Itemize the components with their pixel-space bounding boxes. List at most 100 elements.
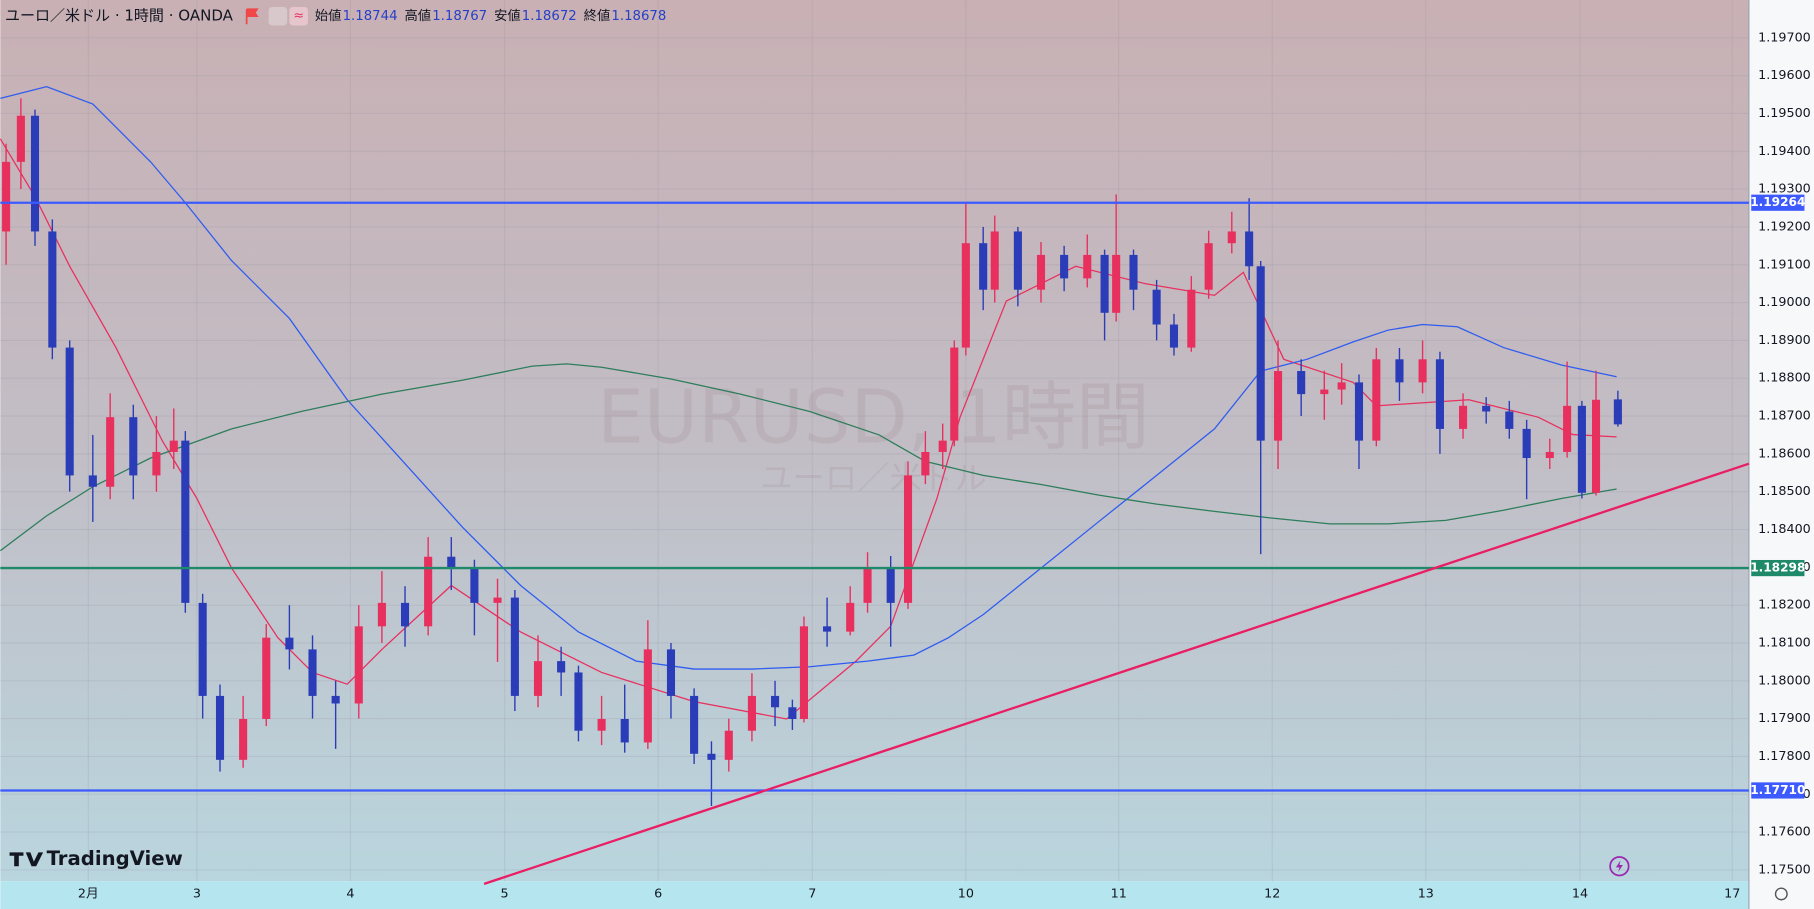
candle-body xyxy=(400,602,410,627)
candle-body xyxy=(643,649,652,743)
price-axis xyxy=(1748,0,1814,909)
ohlc-value: 1.18767 xyxy=(432,9,487,24)
candle-body xyxy=(331,695,340,704)
candle-body xyxy=(1169,324,1179,348)
candle-body xyxy=(198,602,207,696)
candle-body xyxy=(510,597,519,696)
candle-body xyxy=(1337,382,1346,390)
candle-body xyxy=(1577,405,1586,493)
logo-text: TradingView xyxy=(47,847,183,870)
candle-body xyxy=(106,417,115,487)
candle-body xyxy=(1297,371,1306,395)
candle-body xyxy=(1273,371,1283,441)
x-tick-label: 12 xyxy=(1264,885,1280,900)
candle-body xyxy=(1112,254,1121,313)
compare-icon[interactable] xyxy=(289,6,308,26)
candle-body xyxy=(724,730,733,760)
y-tick-label: 1.18400 xyxy=(1758,521,1811,536)
ohlc-label: 高値 xyxy=(404,7,431,24)
compare-glyph: ≈ xyxy=(293,8,304,23)
candle-body xyxy=(620,718,629,743)
ohlc-value: 1.18672 xyxy=(522,9,577,24)
flag-icon[interactable] xyxy=(245,8,259,25)
settings-icon[interactable] xyxy=(1774,887,1788,901)
candle-body xyxy=(788,707,797,719)
candle-body xyxy=(2,161,11,232)
y-tick-label: 1.19400 xyxy=(1758,143,1811,158)
trend-line xyxy=(483,462,1750,885)
ohlc-label: 終値 xyxy=(584,8,611,24)
candle-body xyxy=(747,695,756,731)
candle-body xyxy=(48,231,57,348)
candle-body xyxy=(215,695,225,760)
candle-body xyxy=(65,347,74,476)
candle-body xyxy=(863,568,872,603)
candle-body xyxy=(1613,399,1622,425)
candle-body xyxy=(1435,359,1444,429)
candle-body xyxy=(1129,254,1138,290)
candle-body xyxy=(1256,266,1265,441)
candle-body xyxy=(30,115,40,232)
y-tick-label: 1.18100 xyxy=(1758,634,1811,649)
x-tick-label: 2月 xyxy=(78,885,99,900)
level-label: 1.17710 xyxy=(1750,783,1805,797)
symbol-title[interactable]: ユーロ／米ドル · 1時間 · OANDA xyxy=(5,7,234,25)
candle-body xyxy=(950,347,959,441)
y-tick-label: 1.17600 xyxy=(1758,824,1811,839)
candle-body xyxy=(921,451,930,476)
overlay-layer: 1.175001.176001.177001.178001.179001.180… xyxy=(0,29,1811,900)
candle-body xyxy=(1187,289,1196,348)
candle-body xyxy=(239,718,248,760)
candle-body xyxy=(574,672,583,731)
candle-body xyxy=(1320,389,1329,395)
candle-body xyxy=(493,597,502,603)
ohlc-value: 1.18744 xyxy=(343,9,398,24)
indicator-icon[interactable] xyxy=(268,6,288,26)
y-tick-label: 1.17800 xyxy=(1758,748,1811,763)
plot-background xyxy=(0,0,1749,882)
candle-body xyxy=(1418,359,1427,383)
candle-body xyxy=(1100,254,1109,313)
candle-body xyxy=(424,556,433,627)
alert-icon[interactable] xyxy=(1609,856,1630,877)
marks-layer xyxy=(0,85,1622,806)
watermark-subtitle: ユーロ／米ドル xyxy=(760,459,987,497)
level-tag xyxy=(1751,194,1805,211)
candle-body xyxy=(308,649,317,696)
ohlc-legend: 始値 1.18744 高値 1.18767 安値 1.18672 終値 1.18678 xyxy=(315,7,666,24)
candle-body xyxy=(447,556,456,569)
level-tag xyxy=(1751,782,1805,799)
candle-body xyxy=(1505,411,1514,429)
y-tick-label: 1.19700 xyxy=(1758,29,1811,44)
candle-body xyxy=(1245,231,1254,267)
candle-body xyxy=(1036,254,1046,290)
y-tick-label: 1.18800 xyxy=(1758,370,1811,385)
candle-body xyxy=(354,626,363,704)
ohlc-value: 1.18678 xyxy=(611,9,666,24)
candle-body xyxy=(1372,359,1381,441)
candle-body xyxy=(903,475,913,603)
candle-body xyxy=(1522,428,1531,459)
time-axis xyxy=(0,881,1749,909)
y-tick-label: 1.18700 xyxy=(1758,408,1811,423)
moving-average xyxy=(0,85,1617,670)
candle-body xyxy=(1482,405,1491,412)
candle-body xyxy=(181,440,190,603)
candle-body xyxy=(285,637,294,650)
candle-body xyxy=(470,568,479,603)
x-tick-label: 5 xyxy=(501,885,509,900)
candle-body xyxy=(1591,399,1601,493)
level-label: 1.18298 xyxy=(1750,561,1805,575)
level-tag xyxy=(1751,559,1805,577)
candle-body xyxy=(846,602,855,632)
candle-body xyxy=(666,649,676,696)
candle-body xyxy=(990,231,999,290)
y-tick-label: 1.18200 xyxy=(1758,597,1811,612)
x-tick-label: 7 xyxy=(808,885,816,900)
ohlc-label: 始値 xyxy=(315,8,342,24)
x-tick-label: 10 xyxy=(958,885,974,900)
candle-body xyxy=(1227,231,1236,244)
alert-glyph xyxy=(1615,860,1623,872)
candle-body xyxy=(1545,451,1554,459)
